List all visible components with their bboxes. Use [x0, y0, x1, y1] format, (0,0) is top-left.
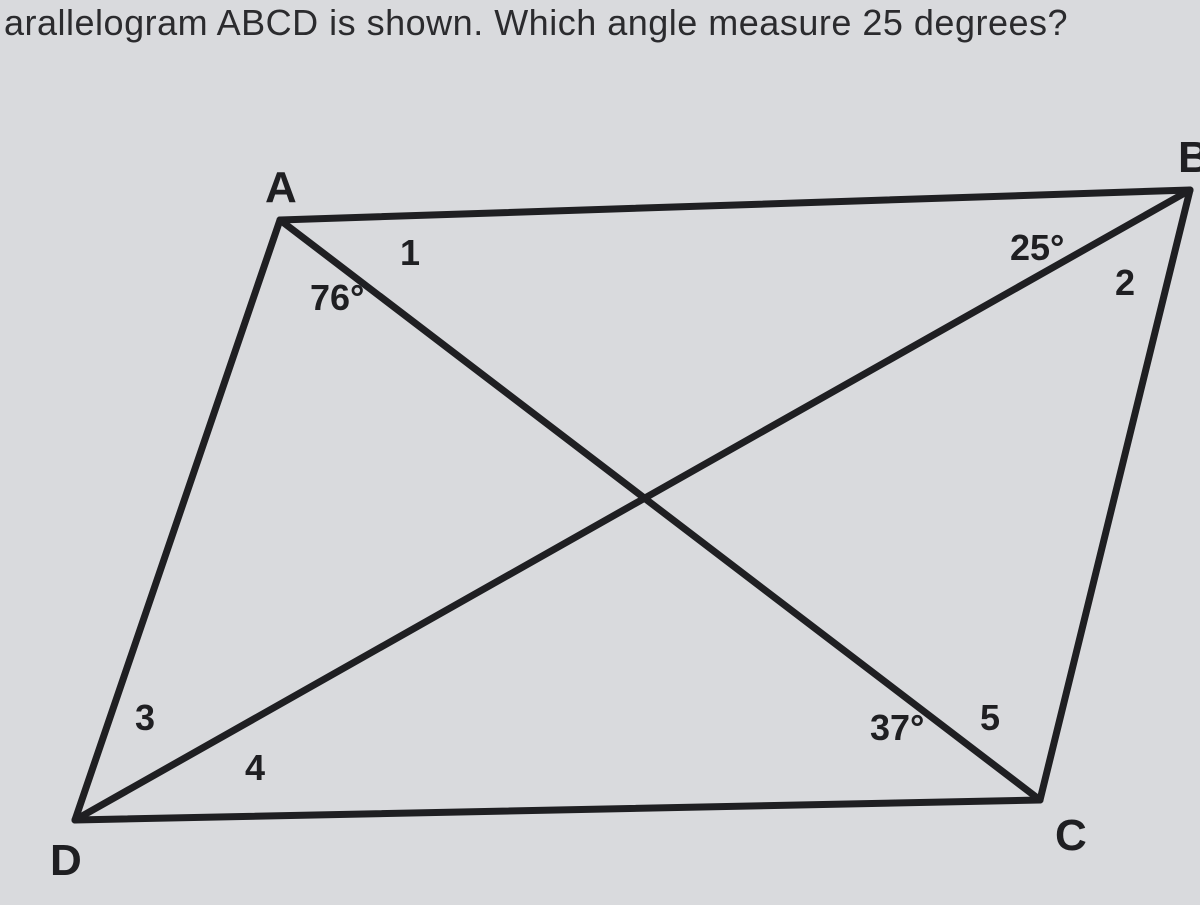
side-ab	[280, 190, 1190, 220]
angle-measure-1: 25°	[1010, 227, 1064, 268]
parallelogram-svg: A B C D 76° 25° 37° 1 2 3 4 5	[0, 50, 1200, 900]
side-cd	[75, 800, 1040, 820]
angle-measure-2: 37°	[870, 707, 924, 748]
diagonal-ac	[280, 220, 1040, 800]
vertex-label-b: B	[1178, 133, 1200, 182]
angle-number-2: 2	[1115, 262, 1135, 303]
side-da	[75, 220, 280, 820]
vertex-label-a: A	[265, 163, 297, 212]
diagram-container: A B C D 76° 25° 37° 1 2 3 4 5	[0, 50, 1200, 900]
angle-number-4: 4	[245, 747, 265, 788]
angle-number-5: 5	[980, 697, 1000, 738]
diagonal-bd	[75, 190, 1190, 820]
vertex-label-d: D	[50, 836, 82, 885]
question-text: arallelogram ABCD is shown. Which angle …	[0, 0, 1200, 46]
angle-measure-0: 76°	[310, 277, 364, 318]
vertex-label-c: C	[1055, 811, 1087, 860]
angle-number-1: 1	[400, 232, 420, 273]
angle-number-3: 3	[135, 697, 155, 738]
